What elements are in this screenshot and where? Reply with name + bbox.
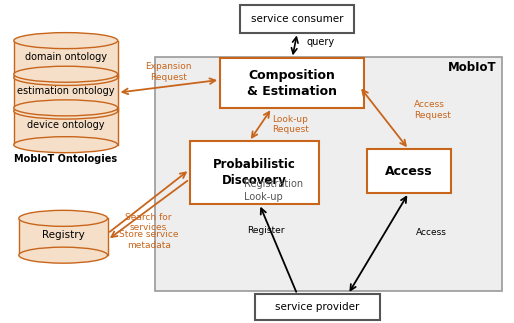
Ellipse shape bbox=[14, 103, 118, 119]
FancyBboxPatch shape bbox=[255, 294, 380, 320]
Text: Composition
& Estimation: Composition & Estimation bbox=[247, 68, 337, 98]
Text: service provider: service provider bbox=[276, 302, 360, 312]
FancyBboxPatch shape bbox=[155, 57, 503, 291]
Text: Registry: Registry bbox=[42, 230, 85, 240]
Polygon shape bbox=[19, 218, 107, 255]
Ellipse shape bbox=[14, 100, 118, 116]
FancyBboxPatch shape bbox=[190, 141, 319, 204]
Ellipse shape bbox=[14, 33, 118, 49]
Text: Registration
Look-up: Registration Look-up bbox=[244, 179, 303, 202]
Polygon shape bbox=[14, 41, 118, 78]
Text: service consumer: service consumer bbox=[251, 14, 343, 24]
FancyBboxPatch shape bbox=[240, 5, 354, 33]
FancyBboxPatch shape bbox=[220, 58, 364, 108]
Text: Register: Register bbox=[247, 226, 285, 235]
Text: MobIoT: MobIoT bbox=[448, 61, 497, 74]
Polygon shape bbox=[14, 74, 118, 111]
Text: MobIoT Ontologies: MobIoT Ontologies bbox=[14, 154, 117, 164]
FancyBboxPatch shape bbox=[367, 150, 451, 193]
Text: Look-up
Request: Look-up Request bbox=[272, 115, 309, 134]
Ellipse shape bbox=[14, 137, 118, 153]
Text: Expansion
Request: Expansion Request bbox=[145, 62, 192, 81]
Text: Probabilistic
Discovery: Probabilistic Discovery bbox=[213, 158, 296, 187]
Polygon shape bbox=[14, 108, 118, 145]
Text: device ontology: device ontology bbox=[27, 120, 104, 130]
Text: Search for
services: Search for services bbox=[125, 213, 172, 232]
Ellipse shape bbox=[19, 247, 107, 263]
Text: estimation ontology: estimation ontology bbox=[17, 86, 115, 96]
Ellipse shape bbox=[19, 210, 107, 226]
Ellipse shape bbox=[14, 66, 118, 82]
Text: Store service
metadata: Store service metadata bbox=[119, 230, 178, 250]
Text: Access: Access bbox=[416, 228, 447, 237]
Text: Access: Access bbox=[385, 165, 433, 178]
Text: Access
Request: Access Request bbox=[414, 100, 451, 120]
Ellipse shape bbox=[14, 69, 118, 86]
Text: domain ontology: domain ontology bbox=[25, 52, 107, 62]
Text: query: query bbox=[306, 37, 335, 47]
